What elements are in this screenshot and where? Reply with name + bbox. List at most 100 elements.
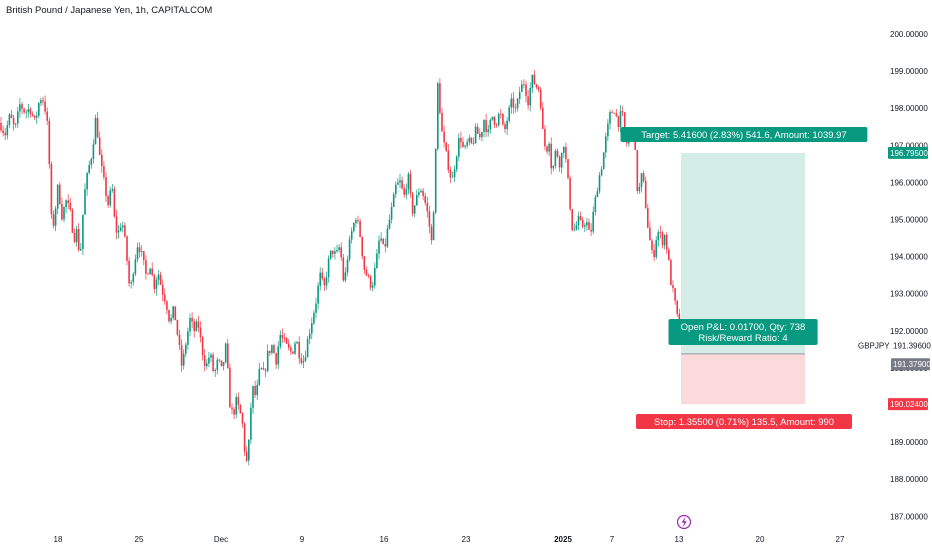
candle xyxy=(239,404,242,414)
price-axis[interactable]: 200.00000199.00000198.00000197.00000196.… xyxy=(858,30,931,521)
candle xyxy=(437,81,439,151)
symbol-label: GBPJPY xyxy=(858,342,890,351)
stop-label-text: Stop: 1.35500 (0.71%) 135.5, Amount: 990 xyxy=(654,417,834,428)
candle xyxy=(8,112,11,128)
candle xyxy=(262,361,265,371)
candle xyxy=(449,166,452,183)
candle xyxy=(90,157,93,169)
svg-text:191.37900: 191.37900 xyxy=(893,360,931,369)
candle xyxy=(153,273,156,294)
candle xyxy=(426,196,429,218)
candle xyxy=(161,279,164,302)
candle xyxy=(294,341,296,355)
candle xyxy=(592,206,594,235)
candle xyxy=(290,345,292,355)
candle xyxy=(237,392,240,410)
candle xyxy=(119,223,122,232)
candle xyxy=(537,85,540,93)
candle xyxy=(560,152,563,174)
candle xyxy=(453,165,456,182)
candle xyxy=(50,161,53,219)
candle xyxy=(109,186,111,208)
candle xyxy=(420,188,422,193)
candle xyxy=(462,137,464,148)
candle xyxy=(264,368,267,378)
svg-text:191.39600: 191.39600 xyxy=(893,342,931,351)
candle xyxy=(256,379,258,400)
candle xyxy=(214,368,216,377)
time-tick-label: 16 xyxy=(380,535,389,544)
candle xyxy=(248,439,250,466)
candle xyxy=(59,182,61,205)
candle xyxy=(38,102,40,119)
candle xyxy=(611,109,613,114)
candle xyxy=(636,149,639,194)
candle xyxy=(105,172,107,202)
candle xyxy=(563,146,565,158)
candle xyxy=(500,108,502,119)
price-tick-label: 193.00000 xyxy=(890,290,928,299)
candle xyxy=(61,197,63,221)
candle xyxy=(353,222,355,233)
candle xyxy=(77,223,80,252)
candle xyxy=(518,86,521,104)
candle xyxy=(216,357,219,375)
candle xyxy=(88,160,90,175)
open-pnl-label-text: Open P&L: 0.01700, Qty: 738 xyxy=(681,322,806,333)
candle xyxy=(615,108,618,118)
candle xyxy=(73,228,76,244)
candle xyxy=(672,280,674,293)
candle xyxy=(474,123,477,144)
candle xyxy=(218,359,221,363)
candle xyxy=(157,270,160,286)
candle xyxy=(602,151,605,170)
candle xyxy=(329,250,332,261)
candle xyxy=(497,112,500,127)
candle xyxy=(111,184,114,193)
candle xyxy=(275,352,277,369)
candle xyxy=(149,268,151,275)
time-tick-label: 9 xyxy=(300,535,305,544)
candle xyxy=(502,112,504,127)
candle xyxy=(638,182,641,194)
candle xyxy=(63,206,65,223)
candle xyxy=(607,119,609,142)
candle xyxy=(649,221,651,241)
entry-price-tag: 191.37900 xyxy=(891,358,931,371)
candle xyxy=(231,403,233,415)
candle xyxy=(54,206,57,232)
candle xyxy=(315,297,317,319)
candle xyxy=(273,343,275,354)
candle xyxy=(613,112,615,114)
candle xyxy=(565,142,567,163)
candle xyxy=(395,181,397,199)
candle xyxy=(401,176,403,190)
candle xyxy=(390,202,393,224)
candle xyxy=(665,232,668,254)
candle xyxy=(145,255,147,280)
candle xyxy=(187,327,189,350)
candle xyxy=(487,124,489,137)
candle xyxy=(371,281,374,292)
time-axis[interactable]: 1825Dec29162320257132027 xyxy=(0,535,845,544)
position-tool[interactable]: Target: 5.41600 (2.83%) 541.6, Amount: 1… xyxy=(620,127,868,429)
candle xyxy=(609,109,611,130)
candle xyxy=(485,113,487,137)
time-tick-label: 2025 xyxy=(554,535,572,544)
candle xyxy=(33,115,36,120)
candle xyxy=(182,349,185,370)
candle xyxy=(539,87,542,111)
candle xyxy=(514,103,517,113)
candle xyxy=(166,300,168,315)
lightning-icon[interactable] xyxy=(676,514,692,530)
stop-zone[interactable] xyxy=(681,353,805,405)
candle xyxy=(332,250,334,258)
candle xyxy=(506,117,508,135)
time-tick-label: 27 xyxy=(836,535,845,544)
candle xyxy=(321,268,324,281)
candle xyxy=(445,141,447,152)
candle xyxy=(466,139,468,149)
candle xyxy=(42,96,44,106)
candle xyxy=(476,123,479,134)
